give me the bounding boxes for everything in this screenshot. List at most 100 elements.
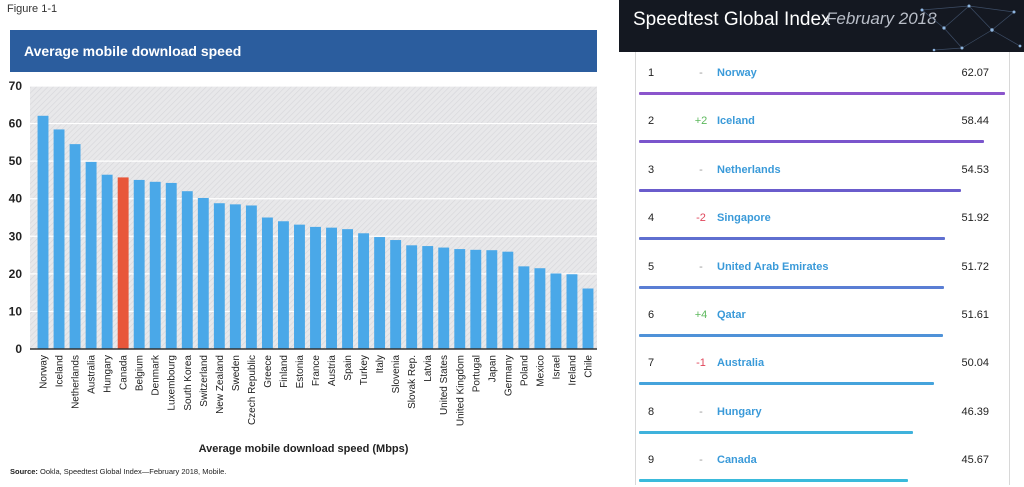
bar <box>85 161 97 349</box>
index-title: Speedtest Global Index <box>633 9 831 30</box>
bar <box>342 229 354 349</box>
country-link[interactable]: Hungary <box>717 405 762 418</box>
bar <box>534 268 546 349</box>
x-tick-label: Switzerland <box>199 355 210 407</box>
speed-bar <box>639 430 913 434</box>
bar <box>422 246 434 349</box>
rank-number: 5 <box>648 260 655 273</box>
bar <box>518 266 530 349</box>
source-text: Ookla, Speedtest Global Index—February 2… <box>40 467 227 476</box>
country-link[interactable]: Iceland <box>717 115 755 128</box>
y-axis-ticks: 0 10 20 30 40 50 60 70 <box>9 79 23 356</box>
x-tick-label: Netherlands <box>71 355 82 409</box>
rank-number: 6 <box>648 309 655 321</box>
rank-number: 9 <box>648 454 655 467</box>
bar <box>374 237 386 349</box>
speed-value: 51.72 <box>961 260 989 273</box>
bar <box>294 224 305 349</box>
x-tick-label: Hungary <box>103 355 114 393</box>
x-tick-label: Sweden <box>231 355 242 391</box>
x-tick-label: Mexico <box>535 355 546 387</box>
bar <box>133 179 145 349</box>
bar <box>326 227 337 349</box>
rank-change: - <box>699 260 703 273</box>
bar <box>310 226 321 349</box>
bar <box>582 288 594 349</box>
x-tick-label: Luxembourg <box>167 355 178 411</box>
index-table-frame <box>635 52 1010 485</box>
speed-bar <box>639 334 944 337</box>
x-tick-label: Poland <box>519 355 530 386</box>
speed-value: 62.07 <box>961 67 989 79</box>
x-tick-label: South Korea <box>183 355 194 411</box>
index-row: 5 - United Arab Emirates 51.72 <box>636 246 1009 294</box>
bar <box>165 182 177 349</box>
x-tick-label: Germany <box>503 355 514 396</box>
y-tick-label: 70 <box>9 79 23 93</box>
speedtest-index-panel: Speedtest Global Index February 2018 1 - N… <box>619 0 1024 485</box>
rank-number: 8 <box>648 405 655 418</box>
chart-header: Average mobile download speed <box>10 30 597 72</box>
bar <box>245 205 257 349</box>
x-tick-label: Australia <box>87 355 98 394</box>
rank-change: +2 <box>694 115 708 128</box>
source-label: Source: <box>10 467 38 476</box>
country-link[interactable]: Qatar <box>717 309 746 321</box>
y-tick-label: 10 <box>9 304 23 318</box>
bar <box>406 245 418 349</box>
bar <box>261 217 273 349</box>
y-tick-label: 0 <box>15 342 22 356</box>
speed-value: 51.92 <box>961 212 989 225</box>
index-row: 9 - Canada 45.67 <box>636 439 1009 487</box>
country-link[interactable]: Netherlands <box>717 163 781 176</box>
bar <box>470 249 482 349</box>
speed-bar <box>639 382 935 386</box>
x-tick-label: Estonia <box>295 355 306 389</box>
bar <box>37 115 49 349</box>
bar <box>566 274 578 349</box>
bar <box>149 181 161 349</box>
country-link[interactable]: United Arab Emirates <box>717 260 829 273</box>
bar <box>454 249 466 349</box>
speed-bar <box>639 188 961 192</box>
bar <box>213 203 225 349</box>
bar <box>502 251 514 349</box>
speed-value: 50.04 <box>961 357 989 370</box>
country-link[interactable]: Singapore <box>717 212 771 225</box>
rank-change: - <box>699 163 703 176</box>
index-header: Speedtest Global Index February 2018 <box>619 0 1024 52</box>
rank-change: +4 <box>694 309 708 321</box>
rank-change: -1 <box>696 357 706 370</box>
rank-number: 1 <box>648 67 655 79</box>
country-link[interactable]: Canada <box>717 454 757 467</box>
y-tick-label: 50 <box>9 154 23 168</box>
speed-bar <box>639 92 1005 95</box>
speed-value: 51.61 <box>961 309 989 321</box>
bar <box>117 177 129 349</box>
country-link[interactable]: Norway <box>717 67 757 79</box>
x-axis-label: Average mobile download speed (Mbps) <box>198 443 409 455</box>
index-row: 6 +4 Qatar 51.61 <box>636 294 1009 342</box>
x-tick-label: United Kingdom <box>455 355 466 426</box>
x-tick-label: Italy <box>375 355 386 373</box>
country-link[interactable]: Australia <box>717 357 765 370</box>
bars <box>37 115 594 349</box>
bar-chart: 0 10 20 30 40 50 60 70 Norway Iceland Netherlands… <box>9 79 597 426</box>
index-row: 8 - Hungary 46.39 <box>636 391 1009 439</box>
bar <box>390 240 402 349</box>
bar <box>438 247 450 349</box>
rank-number: 3 <box>648 163 655 176</box>
speed-value: 58.44 <box>961 115 989 128</box>
x-tick-label: Canada <box>119 355 130 390</box>
bar <box>53 129 65 349</box>
bar <box>197 197 209 349</box>
x-tick-label: Latvia <box>423 355 434 382</box>
bar <box>229 204 241 349</box>
bar <box>101 174 113 349</box>
x-tick-label: Ireland <box>567 355 578 386</box>
chart-title: Average mobile download speed <box>24 43 242 59</box>
index-row: 4 -2 Singapore 51.92 <box>636 197 1009 245</box>
x-tick-label: Spain <box>343 355 354 381</box>
y-tick-label: 60 <box>9 117 23 131</box>
index-row: 2 +2 Iceland 58.44 <box>636 100 1009 148</box>
